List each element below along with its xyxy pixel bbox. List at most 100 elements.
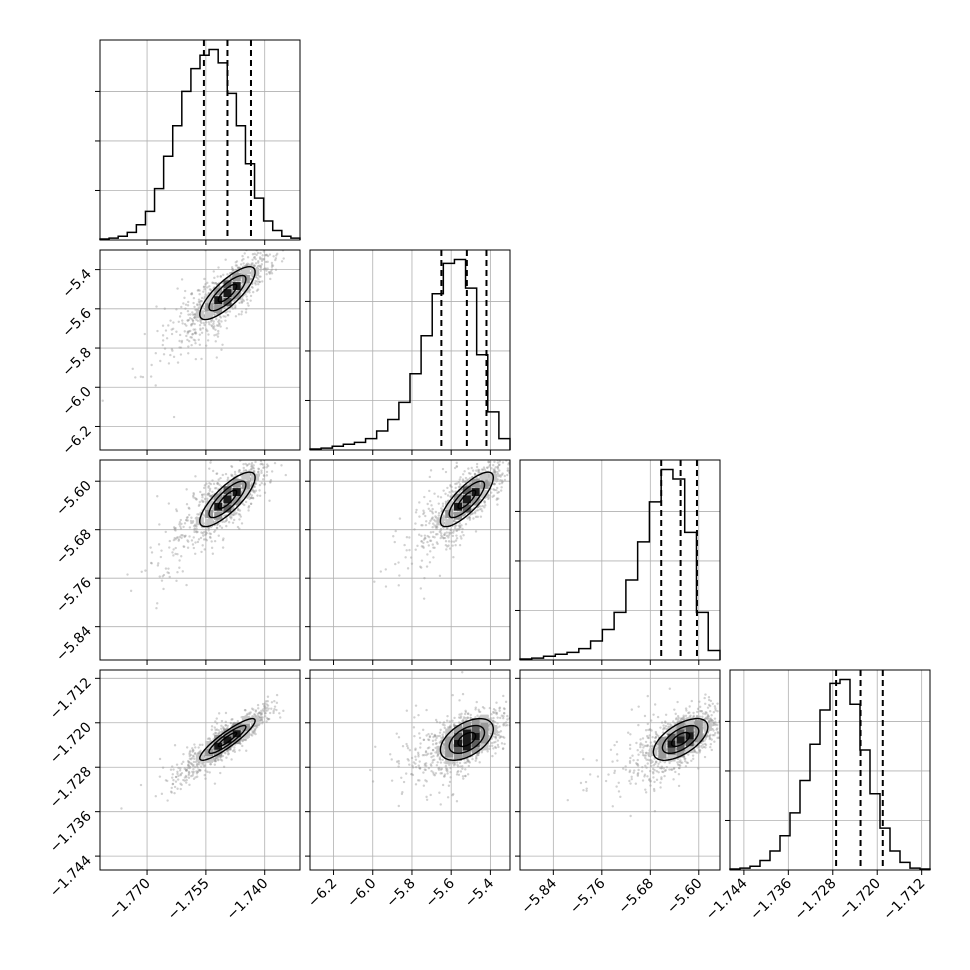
scatter-point — [431, 739, 435, 743]
scatter-point — [433, 774, 437, 777]
scatter-point — [202, 285, 206, 289]
scatter-point — [187, 352, 190, 355]
scatter-point — [196, 770, 200, 773]
scatter-point — [711, 719, 715, 723]
scatter-point — [425, 795, 428, 799]
scatter-point — [439, 529, 442, 532]
scatter-point — [230, 474, 233, 478]
scatter-point — [252, 256, 256, 259]
scatter-point — [185, 324, 188, 327]
scatter-point — [185, 516, 189, 520]
scatter-point — [229, 721, 233, 725]
density-cell — [232, 736, 241, 745]
scatter-point — [251, 489, 255, 492]
scatter-point — [260, 715, 263, 719]
scatter-point — [432, 556, 435, 559]
scatter-point — [433, 524, 436, 527]
scatter-point — [192, 763, 195, 767]
scatter-point — [204, 538, 207, 541]
scatter-point — [492, 468, 495, 471]
scatter-point — [461, 527, 464, 531]
scatter-point — [504, 721, 508, 724]
scatter-point — [431, 517, 434, 520]
scatter-point — [266, 718, 270, 721]
scatter-point — [706, 706, 710, 709]
scatter-point — [393, 540, 396, 544]
scatter-point — [193, 316, 196, 320]
scatter-point — [628, 779, 631, 783]
scatter-point — [260, 259, 264, 263]
scatter-point — [461, 473, 465, 476]
scatter-point — [192, 328, 195, 331]
scatter-point — [214, 759, 217, 762]
scatter-point — [174, 529, 177, 532]
scatter-point — [475, 756, 478, 759]
scatter-point — [178, 339, 181, 343]
scatter-point — [263, 483, 266, 486]
scatter-point — [473, 473, 477, 476]
scatter-point — [193, 328, 197, 331]
density-cell — [454, 745, 463, 754]
scatter-point — [275, 693, 279, 697]
scatter-point — [495, 711, 499, 715]
scatter-point — [502, 712, 506, 715]
scatter-point — [238, 518, 241, 521]
scatter-point — [492, 747, 495, 750]
scatter-point — [503, 722, 506, 725]
scatter-point — [673, 708, 676, 711]
scatter-point — [438, 734, 441, 738]
scatter-point — [502, 724, 505, 727]
scatter-point — [245, 295, 248, 298]
scatter-point — [419, 565, 422, 568]
scatter-point — [697, 767, 700, 770]
scatter-point — [208, 467, 211, 470]
scatter-point — [194, 475, 197, 478]
scatter-point — [496, 461, 500, 464]
scatter-point — [192, 491, 195, 495]
scatter-point — [595, 759, 598, 762]
scatter-point — [241, 502, 244, 505]
scatter-point — [191, 311, 194, 314]
scatter-point — [248, 497, 251, 501]
scatter-point — [272, 711, 275, 715]
scatter-point — [446, 486, 449, 490]
scatter-point — [194, 746, 197, 749]
scatter-point — [207, 486, 210, 489]
scatter-point — [422, 546, 425, 549]
scatter-point — [249, 502, 253, 505]
scatter-point — [411, 766, 415, 769]
scatter-point — [197, 338, 200, 341]
scatter-point — [209, 461, 212, 464]
scatter-point — [464, 480, 467, 484]
scatter-point — [224, 258, 227, 261]
scatter-point — [265, 720, 268, 723]
scatter-point — [500, 481, 504, 485]
scatter-point — [426, 502, 429, 506]
scatter-point — [266, 709, 269, 712]
scatter-point — [255, 276, 259, 280]
scatter-point — [201, 531, 205, 535]
scatter-point — [234, 512, 237, 516]
scatter-point — [442, 721, 446, 724]
scatter-point — [187, 506, 190, 510]
scatter-point — [424, 523, 428, 527]
scatter-point — [397, 584, 400, 587]
scatter-point — [208, 285, 211, 288]
scatter-point — [179, 774, 182, 777]
scatter-point — [457, 481, 460, 484]
scatter-point — [257, 259, 260, 263]
scatter-point — [452, 556, 455, 559]
scatter-point — [174, 546, 177, 550]
scatter-point — [188, 765, 191, 769]
scatter-point — [232, 299, 236, 303]
scatter-point — [429, 793, 432, 797]
scatter-point — [459, 483, 462, 486]
scatter-point — [707, 720, 710, 723]
scatter-point — [258, 722, 261, 725]
scatter-point — [173, 791, 176, 795]
scatter-point — [468, 515, 471, 519]
scatter-point — [236, 720, 240, 723]
scatter-point — [282, 257, 285, 260]
scatter-point — [492, 464, 495, 467]
scatter-point — [692, 714, 695, 717]
